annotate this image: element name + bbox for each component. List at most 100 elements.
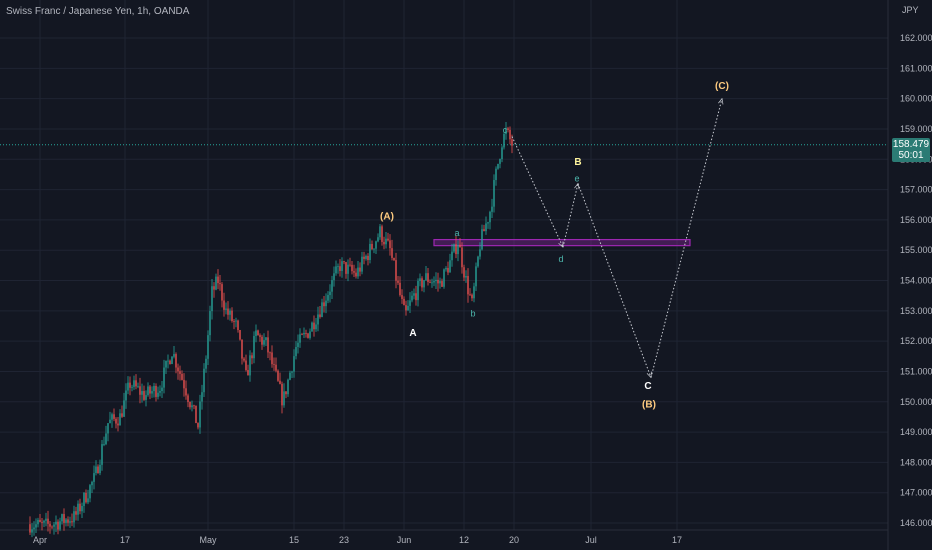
price-tick-label: 153.000 [900, 306, 932, 316]
candle-body [419, 278, 421, 281]
candle-body [379, 226, 381, 238]
candles [29, 121, 513, 538]
candle-body [183, 379, 185, 389]
candle-body [73, 511, 75, 523]
candle-body [413, 293, 415, 296]
candle-body [127, 382, 129, 391]
candle-body [411, 295, 413, 301]
candle-body [499, 159, 501, 164]
candle-body [293, 356, 295, 372]
candle-body [141, 391, 143, 395]
candle-body [461, 247, 463, 268]
candle-body [119, 413, 121, 426]
candle-body [305, 333, 307, 334]
candle-body [29, 524, 31, 533]
candle-body [195, 405, 197, 424]
candle-body [149, 386, 151, 394]
candle-body [325, 300, 327, 307]
candle-body [421, 278, 423, 288]
candle-body [259, 335, 261, 337]
candle-body [297, 342, 299, 348]
candle-body [267, 337, 269, 353]
candle-body [107, 423, 109, 434]
candle-body [441, 281, 443, 287]
time-tick-label: May [199, 535, 217, 545]
time-tick-label: Jun [397, 535, 412, 545]
candle-body [381, 226, 383, 242]
candle-body [209, 311, 211, 336]
candle-body [463, 267, 465, 278]
candle-body [57, 521, 59, 530]
candle-body [487, 222, 489, 224]
candle-body [205, 358, 207, 369]
time-tick-label: 17 [672, 535, 682, 545]
candle-body [193, 405, 195, 407]
candle-body [393, 257, 395, 261]
candle-body [223, 300, 225, 310]
candle-body [67, 519, 69, 523]
price-tick-label: 155.000 [900, 245, 932, 255]
candle-body [71, 521, 73, 523]
price-tick-label: 149.000 [900, 427, 932, 437]
candle-body [457, 244, 459, 255]
candle-body [471, 294, 473, 299]
candle-body [313, 322, 315, 330]
candle-body [91, 481, 93, 486]
candle-body [371, 243, 373, 250]
candle-body [233, 321, 235, 322]
candle-body [279, 380, 281, 384]
candle-body [145, 395, 147, 400]
candle-body [389, 240, 391, 249]
wave-label: e [574, 173, 579, 183]
candle-body [55, 521, 57, 525]
candle-body [139, 386, 141, 395]
candle-body [427, 273, 429, 282]
candle-body [37, 519, 39, 525]
candle-body [433, 281, 435, 283]
candle-body [503, 133, 505, 148]
candle-body [355, 272, 357, 277]
candle-body [367, 255, 369, 261]
candle-body [291, 371, 293, 373]
time-tick-label: Apr [33, 535, 47, 545]
candle-body [269, 352, 271, 354]
candle-body [329, 291, 331, 296]
price-tick-label: 160.000 [900, 94, 932, 104]
candle-body [125, 390, 127, 401]
candle-body [115, 418, 117, 424]
price-tick-label: 159.000 [900, 124, 932, 134]
candle-body [247, 370, 249, 376]
candle-body [173, 354, 175, 357]
price-tick-label: 157.000 [900, 185, 932, 195]
candle-body [35, 524, 37, 528]
candle-body [235, 320, 237, 322]
price-tick-label: 152.000 [900, 336, 932, 346]
candle-body [97, 466, 99, 474]
candle-body [159, 390, 161, 393]
wave-label: C [644, 381, 651, 392]
candle-body [303, 333, 305, 335]
candle-body [45, 518, 47, 521]
candle-body [75, 511, 77, 515]
projection-segment [650, 99, 722, 378]
candle-body [239, 329, 241, 340]
candle-body [87, 498, 89, 503]
candle-body [103, 444, 105, 445]
candle-body [147, 386, 149, 396]
candle-body [243, 358, 245, 361]
candle-body [137, 386, 139, 388]
candle-body [339, 266, 341, 271]
candle-body [453, 244, 455, 252]
candle-body [65, 519, 67, 523]
candle-body [423, 280, 425, 288]
candle-body [163, 367, 165, 388]
candle-body [315, 324, 317, 330]
candle-body [497, 163, 499, 169]
candle-body [301, 334, 303, 336]
last-price-tag: 158.479 50:01 [892, 138, 930, 162]
wave-label: c [503, 125, 508, 135]
candle-body [323, 302, 325, 307]
candle-body [181, 373, 183, 380]
price-tick-label: 154.000 [900, 276, 932, 286]
